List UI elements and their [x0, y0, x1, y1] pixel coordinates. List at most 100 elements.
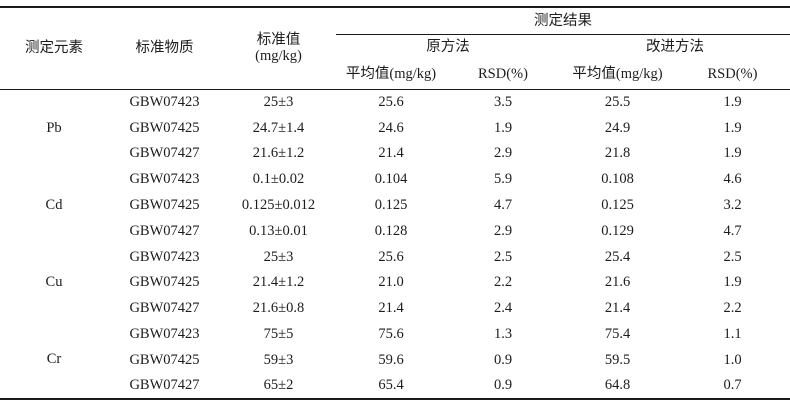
standard-value-cell: 25±3: [263, 94, 294, 111]
impr-mean-cell: 21.8: [604, 145, 631, 162]
table-row: GBW07427 0.13±0.01 0.128 2.9 0.129 4.7: [0, 218, 790, 244]
orig-mean-cell: 25.6: [378, 248, 404, 265]
standard-value-cell: 65±2: [263, 377, 294, 394]
header-impr-mean: 平均值(mg/kg): [560, 59, 675, 90]
standard-value-cell: 0.13±0.01: [249, 222, 308, 239]
standard-value-cell: 24.7±1.4: [252, 119, 305, 136]
impr-rsd-cell: 4.7: [723, 222, 742, 239]
standard-value-cell: 0.125±0.012: [241, 197, 316, 214]
header-results-group: 测定结果: [336, 7, 790, 35]
header-material: 标准物质: [108, 7, 221, 90]
element-cell: Cr: [46, 351, 62, 368]
material-cell: GBW07427: [129, 222, 200, 239]
orig-mean-cell: 65.4: [378, 377, 404, 394]
table-row: GBW07425 21.4±1.2 21.0 2.2 21.6 1.9: [0, 270, 790, 296]
header-orig-mean: 平均值(mg/kg): [336, 59, 446, 90]
material-cell: GBW07425: [129, 351, 200, 368]
impr-mean-cell: 64.8: [604, 377, 631, 394]
material-cell: GBW07423: [129, 248, 200, 265]
impr-mean-cell: 25.5: [604, 94, 631, 111]
table-row: Pb GBW07423 25±3 25.6 3.5 25.5 1.9: [0, 89, 790, 136]
results-table: 测定元素 标准物质 标准值 (mg/kg) 测定结果 原方法 改进方法 平均值(…: [0, 6, 790, 400]
element-cell: Cu: [45, 274, 63, 291]
standard-value-cell: 59±3: [263, 351, 294, 368]
impr-rsd-cell: 1.0: [723, 351, 742, 368]
impr-rsd-cell: 1.9: [723, 274, 742, 291]
table-row: GBW07425 59±3 59.6 0.9 59.5 1.0: [0, 347, 790, 373]
table-row: GBW07425 0.125±0.012 0.125 4.7 0.125 3.2: [0, 192, 790, 218]
orig-rsd-cell: 1.9: [493, 119, 513, 136]
impr-mean-cell: 59.5: [604, 351, 631, 368]
table-row: GBW07425 24.7±1.4 24.6 1.9 24.9 1.9: [0, 115, 790, 141]
material-cell: GBW07427: [129, 145, 200, 162]
orig-mean-cell: 0.128: [374, 222, 408, 239]
orig-rsd-cell: 4.7: [493, 197, 513, 214]
header-row-methods: 原方法 改进方法: [0, 34, 790, 59]
table-row: GBW07427 21.6±1.2 21.4 2.9 21.8 1.9: [0, 141, 790, 167]
orig-rsd-cell: 2.9: [493, 222, 513, 239]
header-element: 测定元素: [0, 7, 108, 90]
orig-mean-cell: 75.6: [378, 326, 404, 342]
impr-rsd-cell: 1.9: [723, 119, 742, 136]
orig-mean-cell: 24.6: [378, 119, 404, 136]
element-cell: Pb: [46, 119, 62, 136]
material-cell: GBW07423: [129, 171, 200, 188]
header-impr-rsd: RSD(%): [675, 59, 790, 90]
impr-mean-cell: 21.4: [604, 300, 631, 317]
orig-mean-cell: 21.4: [378, 145, 404, 162]
impr-mean-cell: 0.108: [601, 171, 634, 188]
orig-mean-cell: 25.6: [378, 94, 404, 111]
header-method-original: 原方法: [426, 38, 470, 55]
table-row: Cr GBW07423 75±5 75.6 1.3 75.4 1.1: [0, 321, 790, 367]
orig-mean-cell: 0.104: [374, 171, 408, 188]
header-standard-line1: 标准值: [256, 31, 301, 48]
orig-rsd-cell: 2.4: [493, 300, 513, 317]
impr-rsd-cell: 2.5: [723, 248, 742, 265]
orig-mean-cell: 0.125: [374, 197, 408, 214]
impr-rsd-cell: 0.7: [723, 377, 742, 394]
orig-rsd-cell: 2.2: [493, 274, 513, 291]
header-standard-value: 标准值 (mg/kg): [221, 7, 336, 90]
table-row: Cd GBW07423 0.1±0.02 0.104 5.9 0.108 4.6: [0, 166, 790, 213]
standard-value-cell: 0.1±0.02: [252, 171, 305, 188]
table-row: GBW07427 21.6±0.8 21.4 2.4 21.4 2.2: [0, 295, 790, 321]
standard-value-cell: 21.6±1.2: [252, 145, 305, 162]
header-standard-line2: (mg/kg): [255, 48, 302, 65]
impr-rsd-cell: 1.9: [723, 94, 742, 111]
material-cell: GBW07427: [129, 377, 200, 394]
material-cell: GBW07423: [129, 94, 200, 111]
material-cell: GBW07425: [129, 274, 200, 291]
element-cell: Cd: [45, 197, 63, 214]
material-cell: GBW07425: [129, 119, 200, 136]
impr-rsd-cell: 4.6: [723, 171, 742, 188]
material-cell: GBW07423: [129, 326, 200, 342]
table-row: Cu GBW07423 25±3 25.6 2.5 25.4 2.5: [0, 244, 790, 291]
header-row-results: 测定元素 标准物质 标准值 (mg/kg) 测定结果: [0, 7, 790, 90]
material-cell: GBW07427: [129, 300, 200, 317]
table-row: GBW07427 65±2 65.4 0.9 64.8 0.7: [0, 373, 790, 399]
standard-value-cell: 21.4±1.2: [252, 274, 305, 291]
material-cell: GBW07425: [129, 197, 200, 214]
impr-rsd-cell: 1.9: [723, 145, 742, 162]
orig-rsd-cell: 3.5: [493, 94, 513, 111]
header-row-measures: 平均值(mg/kg) RSD(%) 平均值(mg/kg) RSD(%): [0, 59, 790, 90]
header-orig-rsd: RSD(%): [446, 59, 560, 90]
orig-rsd-cell: 0.9: [493, 351, 513, 368]
orig-rsd-cell: 5.9: [493, 171, 513, 188]
impr-mean-cell: 0.129: [601, 222, 634, 239]
orig-rsd-cell: 1.3: [493, 326, 513, 342]
header-method-improved: 改进方法: [646, 38, 704, 55]
orig-rsd-cell: 2.5: [493, 248, 513, 265]
impr-rsd-cell: 2.2: [723, 300, 742, 317]
orig-rsd-cell: 2.9: [493, 145, 513, 162]
impr-mean-cell: 21.6: [604, 274, 631, 291]
impr-rsd-cell: 1.1: [723, 326, 742, 342]
orig-mean-cell: 59.6: [378, 351, 404, 368]
impr-rsd-cell: 3.2: [723, 197, 742, 214]
impr-mean-cell: 0.125: [601, 197, 634, 214]
standard-value-cell: 25±3: [263, 248, 294, 265]
impr-mean-cell: 25.4: [604, 248, 631, 265]
impr-mean-cell: 24.9: [604, 119, 631, 136]
orig-rsd-cell: 0.9: [493, 377, 513, 394]
standard-value-cell: 75±5: [263, 326, 294, 342]
